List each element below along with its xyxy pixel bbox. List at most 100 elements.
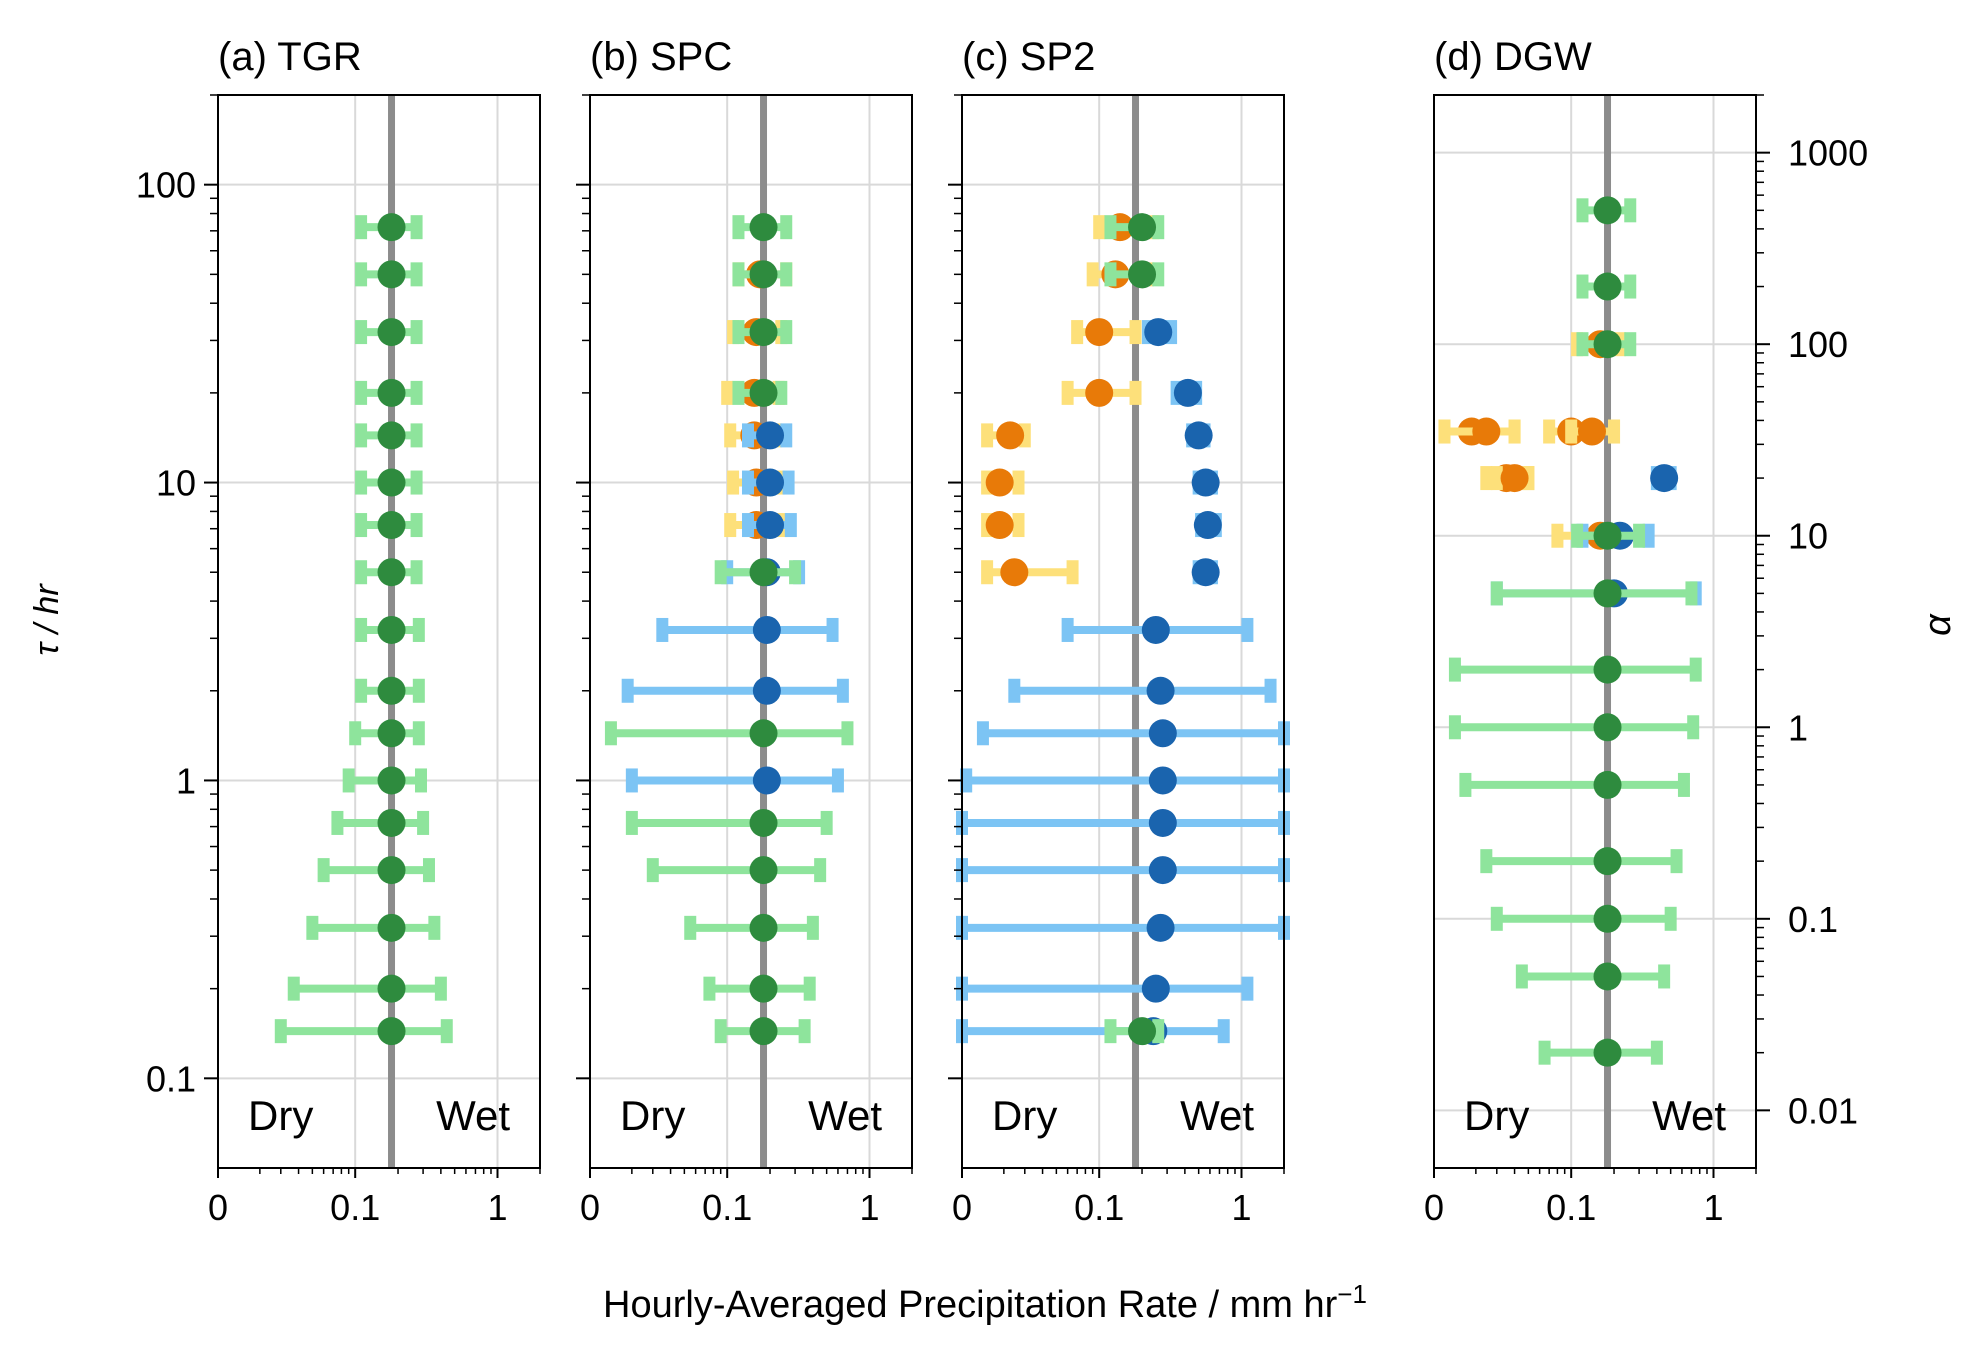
error-cap-high	[417, 810, 430, 835]
data-point	[377, 421, 406, 450]
data-point	[749, 260, 778, 289]
error-cap-low	[732, 320, 745, 345]
error-cap-low	[1490, 906, 1503, 931]
error-cap-low	[1061, 617, 1074, 642]
panel-1: (a) TGR 0 0.1 1 0.1 1 10 100 Dry Wet	[136, 35, 541, 1228]
data-point	[1593, 330, 1622, 359]
error-cap-low	[981, 560, 994, 585]
error-cap-high	[1152, 1019, 1165, 1044]
error-cap-high	[1689, 657, 1702, 682]
error-cap-high	[1241, 617, 1254, 642]
data-point	[1184, 421, 1213, 450]
error-cap-low	[1515, 964, 1528, 989]
error-cap-high	[1685, 581, 1698, 606]
error-cap-low	[981, 423, 994, 448]
error-cap-low	[1086, 262, 1099, 287]
panel-3: (c) SP2 0 0.1 1 Dry Wet	[948, 35, 1290, 1228]
x-tick-label: 0	[1424, 1187, 1444, 1228]
error-cap-high	[410, 215, 423, 240]
error-cap-low	[355, 560, 368, 585]
axes-frame	[1433, 94, 1757, 1169]
panel-title: (d) DGW	[1434, 35, 1592, 79]
error-cap-low	[714, 1019, 727, 1044]
y-tick-label: 10	[1788, 516, 1828, 557]
data-point	[377, 378, 406, 407]
error-cap-low	[727, 470, 740, 495]
y-tick-label: 0.01	[1788, 1090, 1858, 1131]
x-axis-label-main: Hourly-Averaged Precipitation Rate / mm …	[603, 1284, 1338, 1326]
error-cap-high	[836, 678, 849, 703]
error-cap-high	[410, 423, 423, 448]
error-cap-low	[1008, 678, 1021, 703]
error-cap-high	[422, 858, 435, 883]
error-cap-low	[976, 721, 989, 746]
x-tick-label: 1	[859, 1187, 879, 1228]
error-cap-low	[684, 915, 697, 940]
data-point	[1146, 676, 1175, 705]
error-cap-high	[1508, 419, 1521, 444]
error-cap-low	[714, 560, 727, 585]
data-point	[1144, 318, 1173, 347]
data-point	[377, 974, 406, 1003]
error-cap-high	[1670, 849, 1683, 874]
y-tick-label: 0.1	[146, 1058, 196, 1099]
data-point	[377, 913, 406, 942]
error-cap-low	[732, 380, 745, 405]
data-point	[985, 468, 1014, 497]
data-point	[749, 558, 778, 587]
error-cap-low	[355, 262, 368, 287]
error-cap-high	[1217, 1019, 1230, 1044]
series-1	[274, 213, 453, 1046]
error-cap-low	[741, 470, 754, 495]
annotation-dry: Dry	[992, 1092, 1057, 1139]
error-cap-high	[428, 915, 441, 940]
error-cap-low	[355, 320, 368, 345]
error-cap-high	[789, 560, 802, 585]
data-point	[1141, 615, 1170, 644]
data-point	[1085, 318, 1114, 347]
error-cap-high	[798, 1019, 811, 1044]
error-cap-low	[1459, 772, 1472, 797]
error-cap-low	[656, 617, 669, 642]
error-cap-high	[806, 915, 819, 940]
error-cap-low	[1104, 1019, 1117, 1044]
error-cap-low	[604, 721, 617, 746]
error-cap-low	[1551, 523, 1564, 548]
data-point	[1128, 260, 1157, 289]
error-cap-low	[703, 976, 716, 1001]
series-1	[1438, 330, 1626, 550]
x-tick-label: 1	[487, 1187, 507, 1228]
axes-frame	[961, 94, 1285, 1169]
error-cap-high	[410, 320, 423, 345]
error-cap-high	[412, 617, 425, 642]
data-point	[1577, 417, 1606, 446]
data-point	[377, 719, 406, 748]
data-point	[1148, 856, 1177, 885]
x-tick-label: 1	[1231, 1187, 1251, 1228]
data-point	[1148, 808, 1177, 837]
error-cap-low	[349, 721, 362, 746]
error-cap-high	[1066, 560, 1079, 585]
y-axis-label-left: τ / hr	[28, 583, 66, 656]
data-point	[1146, 913, 1175, 942]
axes-frame	[217, 94, 541, 1169]
y-tick-label: 10	[156, 463, 196, 504]
error-cap-high	[410, 380, 423, 405]
error-cap-high	[831, 768, 844, 793]
error-cap-low	[1576, 198, 1589, 223]
panel-title: (a) TGR	[218, 35, 362, 79]
error-cap-low	[355, 617, 368, 642]
data-point	[1593, 770, 1622, 799]
data-point	[1593, 847, 1622, 876]
error-cap-low	[741, 423, 754, 448]
data-point	[377, 1017, 406, 1046]
error-cap-low	[1480, 849, 1493, 874]
error-cap-low	[355, 423, 368, 448]
error-cap-low	[732, 262, 745, 287]
error-cap-low	[1448, 657, 1461, 682]
error-cap-high	[782, 470, 795, 495]
error-cap-high	[814, 858, 827, 883]
x-tick-label: 0	[208, 1187, 228, 1228]
error-cap-high	[1012, 470, 1025, 495]
error-cap-high	[440, 1019, 453, 1044]
